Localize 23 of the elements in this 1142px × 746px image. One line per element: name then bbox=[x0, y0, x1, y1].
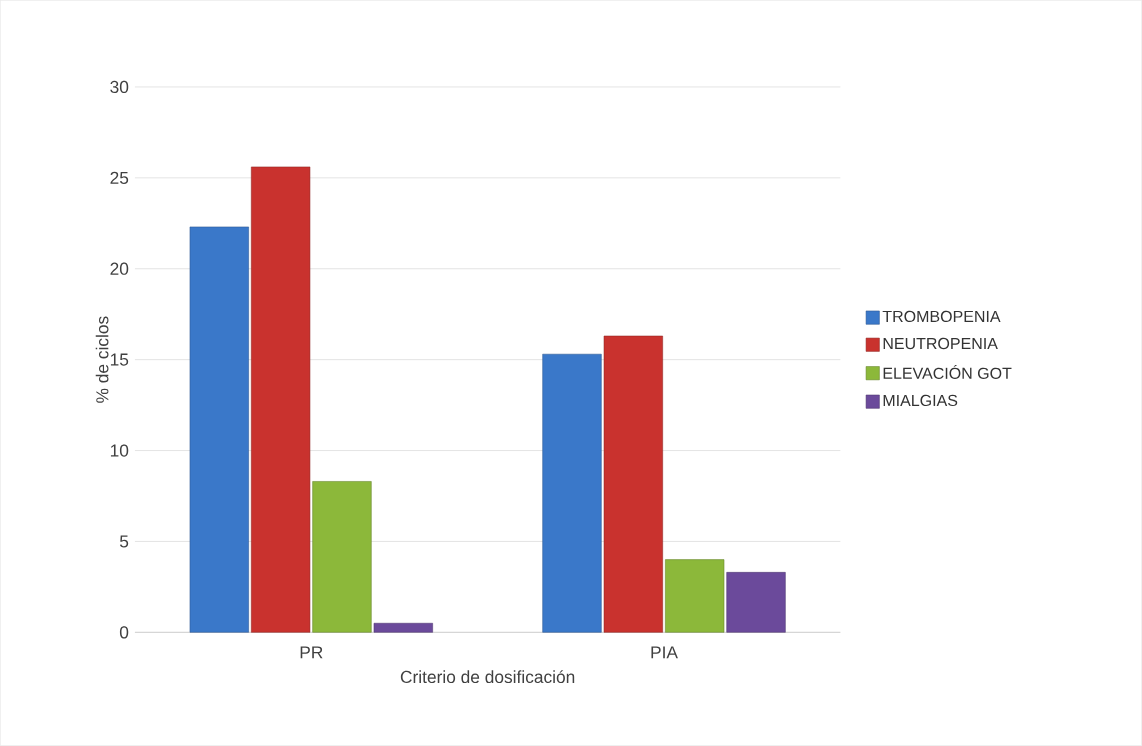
y-tick-label: 30 bbox=[110, 80, 129, 94]
y-tick-label: 10 bbox=[110, 444, 129, 457]
legend-label: NEUTROPENIA bbox=[883, 337, 998, 350]
y-tick-label: 0 bbox=[119, 626, 129, 639]
legend-label: ELEVACIÓN GOT bbox=[883, 364, 1012, 379]
y-tick-label: 15 bbox=[110, 353, 129, 366]
x-tick-label: PIA bbox=[651, 646, 678, 659]
bar bbox=[189, 226, 249, 633]
legend-label: TROMBOPENIA bbox=[882, 310, 1001, 323]
bar bbox=[603, 335, 663, 633]
bar bbox=[726, 572, 786, 633]
bar bbox=[542, 353, 602, 633]
y-axis-title: % de ciclos bbox=[95, 316, 109, 403]
y-tick-label: 20 bbox=[110, 262, 129, 275]
y-tick-label: 5 bbox=[119, 535, 129, 548]
bar bbox=[665, 559, 725, 633]
bar bbox=[251, 166, 311, 633]
y-tick-label: 25 bbox=[110, 171, 129, 184]
x-tick-label: PR bbox=[300, 646, 323, 659]
legend-label: MIALGIAS bbox=[883, 394, 958, 407]
bar bbox=[312, 481, 372, 633]
x-axis-title: Criterio de dosificación bbox=[400, 670, 575, 684]
bar bbox=[373, 623, 433, 633]
